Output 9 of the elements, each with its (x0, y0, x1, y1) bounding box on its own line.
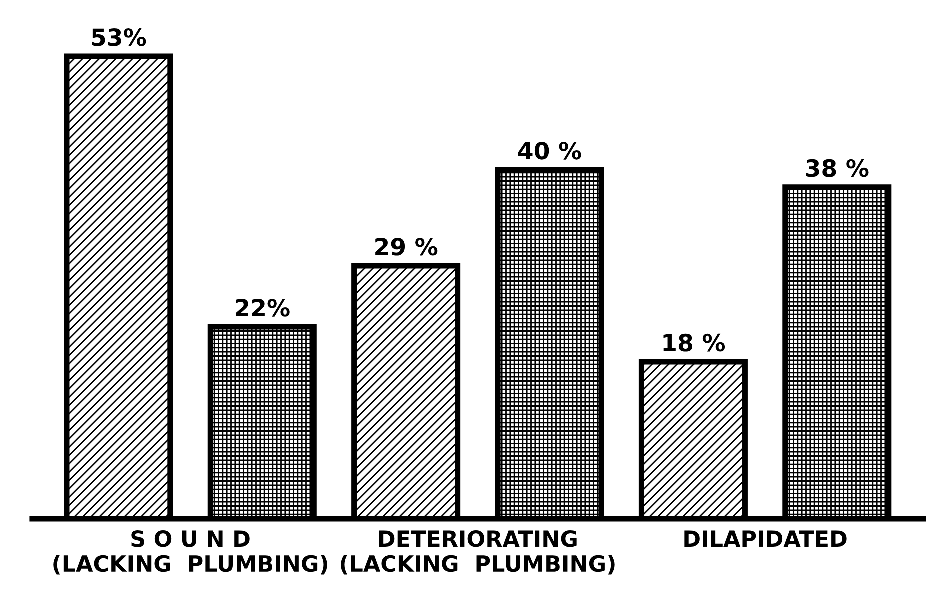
x-tick-label: DETERIORATING (LACKING PLUMBING) (341, 530, 615, 575)
x-tick-label: S O U N D (LACKING PLUMBING) (54, 530, 328, 575)
data-label: 38 % (806, 159, 869, 178)
data-label: 22% (236, 299, 290, 317)
data-label: 29 % (376, 238, 438, 256)
data-label: 40 % (518, 142, 582, 160)
x-tick-label: DILAPIDATED (684, 530, 847, 547)
data-label: 18 % (664, 334, 726, 352)
data-label: 53% (92, 28, 146, 46)
